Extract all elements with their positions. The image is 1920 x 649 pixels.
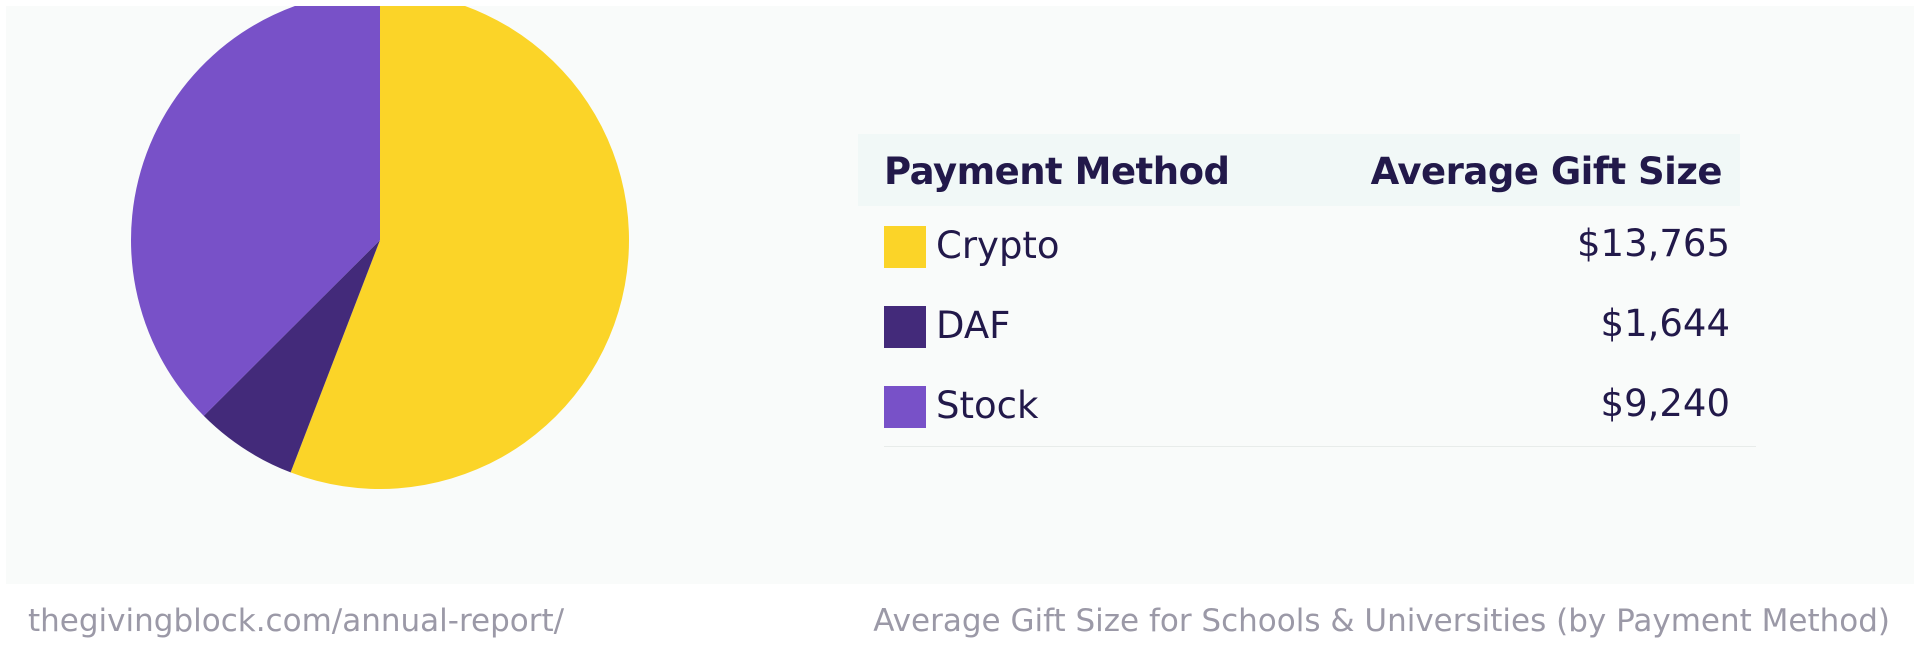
swatch-crypto [884, 226, 926, 268]
table-divider [884, 446, 1756, 447]
table-row-daf: DAF $1,644 [884, 286, 1756, 366]
label-crypto: Crypto [936, 224, 1060, 267]
pie-slice-daf [203, 240, 380, 473]
value-stock: $9,240 [1600, 382, 1730, 425]
table-header: Payment Method Average Gift Size [858, 134, 1740, 206]
label-stock: Stock [936, 384, 1039, 427]
value-crypto: $13,765 [1576, 222, 1730, 265]
table-row-crypto: Crypto $13,765 [884, 206, 1756, 286]
legend-table: Payment Method Average Gift Size Crypto … [858, 134, 1758, 447]
footer-url[interactable]: thegivingblock.com/annual-report/ [28, 603, 565, 639]
value-daf: $1,644 [1600, 302, 1730, 345]
header-payment-method: Payment Method [884, 150, 1230, 193]
pie-chart [130, 6, 630, 489]
header-average-gift-size: Average Gift Size [1370, 150, 1723, 193]
table-row-stock: Stock $9,240 [884, 366, 1756, 446]
label-daf: DAF [936, 304, 1011, 347]
footer-caption: Average Gift Size for Schools & Universi… [873, 603, 1890, 639]
pie-slice-crypto [290, 6, 630, 489]
pie-slice-stock [130, 6, 380, 416]
swatch-stock [884, 386, 926, 428]
chart-canvas: Payment Method Average Gift Size Crypto … [6, 6, 1914, 584]
swatch-daf [884, 306, 926, 348]
pie-slices [130, 6, 630, 489]
